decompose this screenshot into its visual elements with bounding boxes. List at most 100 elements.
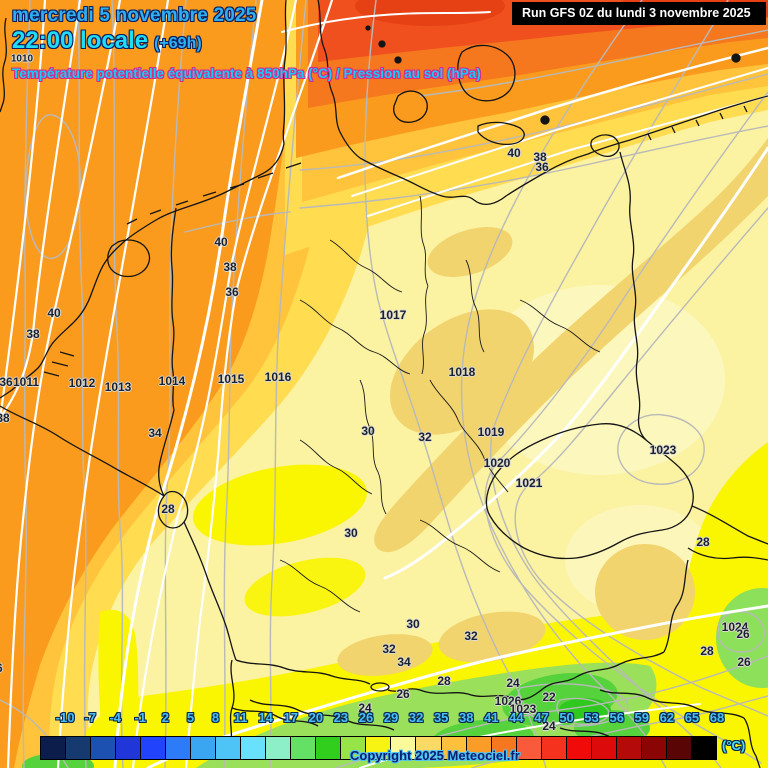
- map-contour-label: 1010: [10, 53, 34, 65]
- map-contour-label: 34: [397, 655, 411, 669]
- map-contour-label: 30: [361, 424, 375, 438]
- map-contour-label: 38: [26, 327, 40, 341]
- colorbar-cell: [691, 737, 716, 759]
- colorbar-tick: 59: [634, 710, 649, 725]
- map-contour-label: 1026: [494, 694, 522, 708]
- map-contour-label: 1014: [158, 374, 186, 388]
- colorbar-tick: 41: [484, 710, 499, 725]
- map-contour-label: 1015: [217, 372, 245, 386]
- forecast-offset: (+69h): [154, 35, 202, 52]
- colorbar-cell: [416, 737, 442, 759]
- colorbar-cell: [616, 737, 642, 759]
- colorbar-tick: 5: [186, 710, 195, 725]
- map-contour-label: 24: [506, 676, 520, 690]
- colorbar-tick: -1: [134, 710, 147, 725]
- colorbar-cell: [241, 737, 267, 759]
- map-contour-label: 22: [542, 690, 556, 704]
- colorbar-cell: [391, 737, 417, 759]
- colorbar-tick: 62: [659, 710, 675, 725]
- map-contour-label: 1023: [509, 702, 537, 716]
- map-contour-label: 1011: [12, 375, 40, 389]
- colorbar-cell: [341, 737, 367, 759]
- colorbar-tick: 65: [684, 710, 700, 725]
- colorbar-cell: [541, 737, 567, 759]
- map-contour-label: 24: [542, 719, 556, 733]
- map-contour-label: 1013: [104, 380, 132, 394]
- colorbar-tick: 38: [459, 710, 474, 725]
- colorbar-cell: [216, 737, 242, 759]
- colorbar-cell: [441, 737, 467, 759]
- colorbar-tick: 26: [358, 710, 374, 725]
- colorbar-unit: (°C): [722, 738, 746, 753]
- map-contour-label: 36: [0, 375, 13, 389]
- map-contour-label: 1023: [649, 443, 677, 457]
- map-contour-label: 28: [161, 502, 175, 516]
- forecast-date: mercredi 5 novembre 2025: [12, 5, 257, 26]
- colorbar-cell: [641, 737, 667, 759]
- colorbar-cell: [266, 737, 292, 759]
- map-contour-label: 1012: [68, 376, 96, 390]
- map-contour-label: 40: [214, 235, 228, 249]
- map-contour-label: 28: [437, 674, 451, 688]
- colorbar-tick: 14: [258, 710, 273, 725]
- colorbar-cell: [166, 737, 192, 759]
- colorbar-cell: [141, 737, 167, 759]
- colorbar-cell: [366, 737, 392, 759]
- map-contour-label: 26: [737, 655, 751, 669]
- colorbar-cell: [591, 737, 617, 759]
- map-contour-label: 26: [396, 687, 410, 701]
- map-contour-label: 30: [406, 617, 420, 631]
- colorbar-tick: 56: [609, 710, 624, 725]
- colorbar-tick: 53: [584, 710, 599, 725]
- copyright: Copyright 2025 Meteociel.fr: [350, 748, 520, 763]
- map-contour-label: 38: [0, 411, 10, 425]
- map-contour-label: 1016: [264, 370, 292, 384]
- colorbar-tick: 50: [559, 710, 574, 725]
- run-info: Run GFS 0Z du lundi 3 novembre 2025: [512, 2, 766, 25]
- colorbar-tick: 20: [308, 710, 324, 725]
- map-contour-label: 24: [358, 701, 372, 715]
- map-contour-label: 34: [148, 426, 162, 440]
- forecast-local-time: 22:00 locale: [12, 27, 149, 54]
- map-contour-label: 38: [533, 150, 547, 164]
- map-contour-label: 1018: [448, 365, 476, 379]
- map-contour-label: 38: [223, 260, 237, 274]
- colorbar-tick: -4: [109, 710, 121, 725]
- colorbar-cell: [41, 737, 67, 759]
- map-contour-label: 40: [47, 306, 61, 320]
- colorbar-tick: 11: [233, 710, 248, 725]
- colorbar-cell: [66, 737, 92, 759]
- map-contour-label: 28: [696, 535, 710, 549]
- colorbar-cell: [516, 737, 542, 759]
- colorbar-cell: [566, 737, 592, 759]
- map-contour-label: 40: [507, 146, 521, 160]
- colorbar-tick: -10: [55, 710, 75, 725]
- map-contour-label: 1024: [721, 620, 749, 634]
- colorbar-cell: [466, 737, 492, 759]
- state-borders: [279, 195, 601, 613]
- colorbar-tick: 44: [509, 710, 524, 725]
- map-contour-label: 1020: [483, 456, 511, 470]
- colorbar: [40, 736, 717, 760]
- colorbar-cell: [491, 737, 517, 759]
- colorbar-cell: [91, 737, 117, 759]
- colorbar-tick: 35: [433, 710, 449, 725]
- map-contour-label: 32: [382, 642, 396, 656]
- map-contour-label: 32: [464, 629, 478, 643]
- map-contour-label: 1017: [379, 308, 407, 322]
- colorbar-tick: 32: [408, 710, 424, 725]
- map-contour-label: 30: [344, 526, 358, 540]
- colorbar-cell: [291, 737, 317, 759]
- map-contour-label: 1021: [515, 476, 543, 490]
- colorbar-tick: 2: [161, 710, 169, 725]
- map-contour-label: 32: [418, 430, 432, 444]
- map-contour-label: 28: [700, 644, 714, 658]
- map-contour-label: 26: [736, 627, 750, 641]
- colorbar-tick: 23: [333, 710, 349, 725]
- colorbar-tick: 8: [211, 710, 220, 725]
- colorbar-tick: 68: [709, 710, 725, 725]
